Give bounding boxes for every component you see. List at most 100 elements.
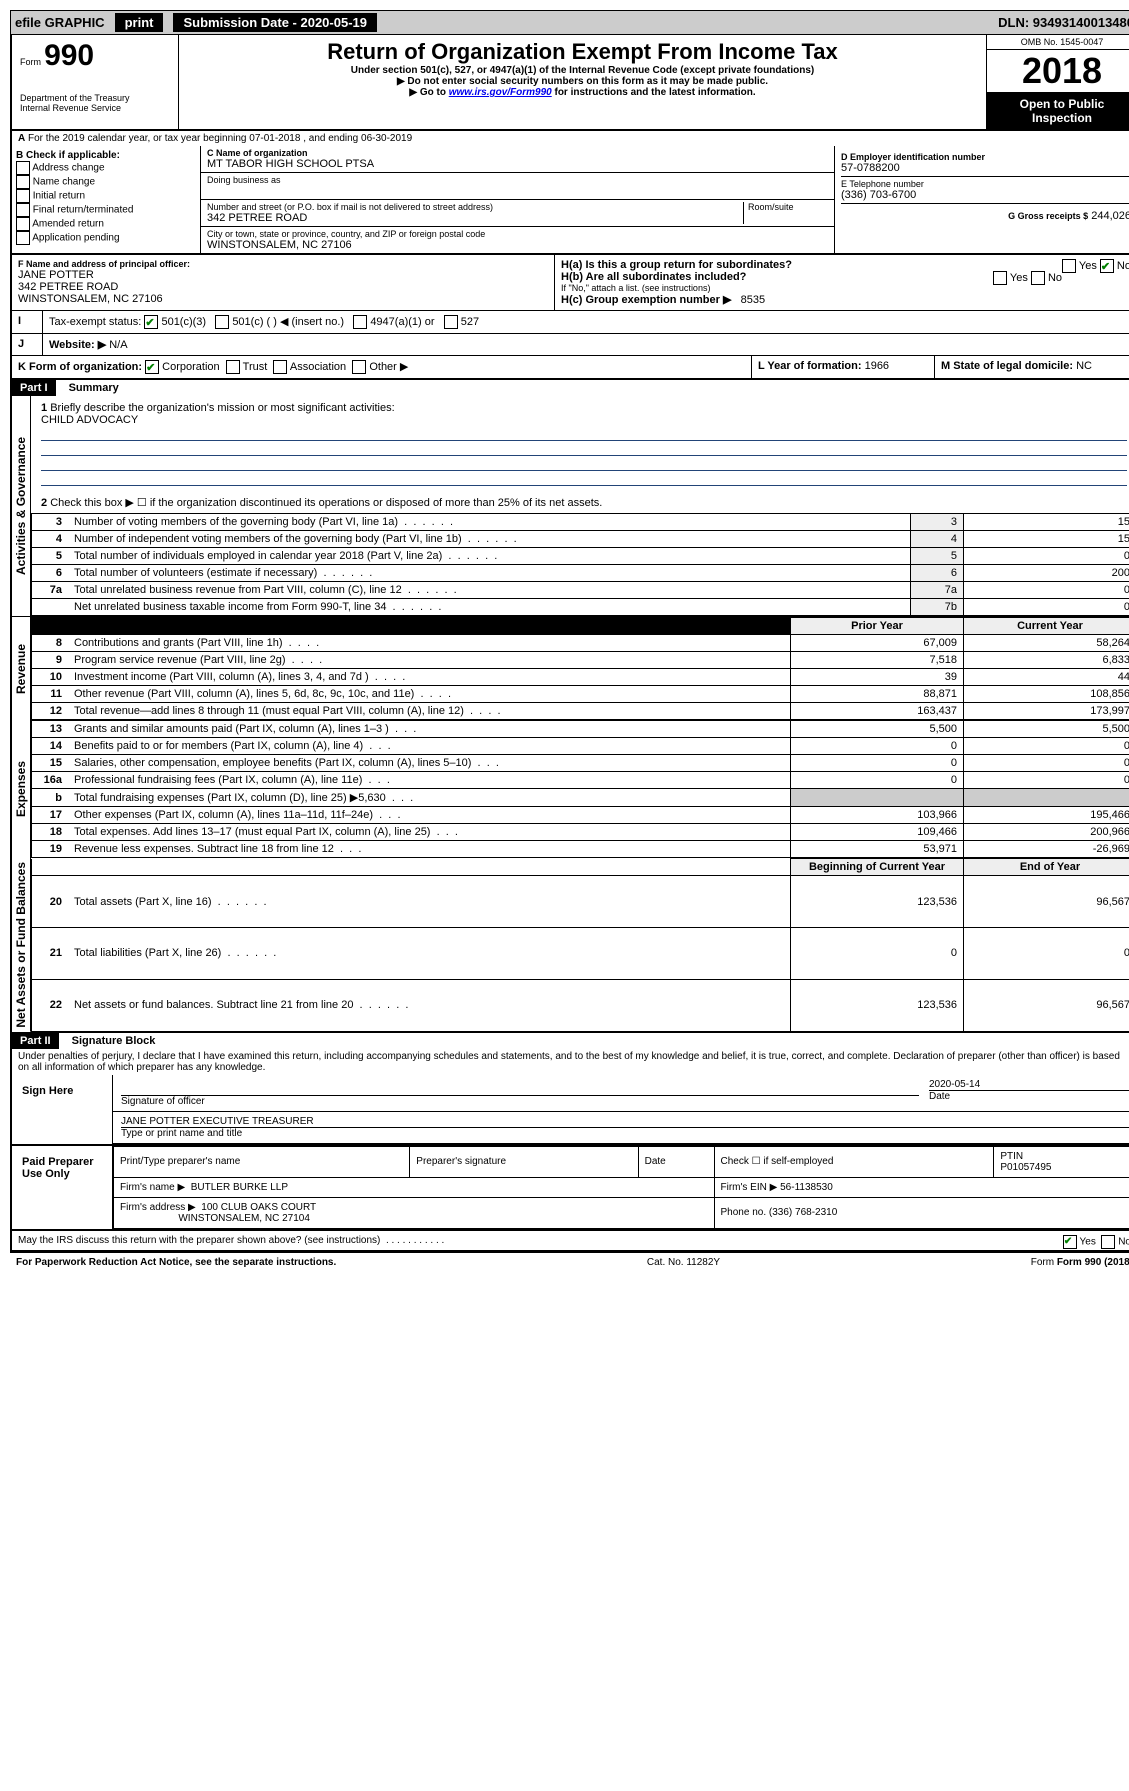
q2: Check this box ▶ ☐ if the organization d… — [50, 497, 602, 509]
phone: (336) 703-6700 — [841, 189, 1129, 201]
q1: Briefly describe the organization's miss… — [50, 402, 394, 414]
sideways-governance: Activities & Governance — [12, 396, 31, 616]
summary-revenue: Revenue Prior Year Current Year 8Contrib… — [10, 616, 1129, 720]
summary-net-assets: Net Assets or Fund Balances Beginning of… — [10, 858, 1129, 1033]
paperwork-notice: For Paperwork Reduction Act Notice, see … — [16, 1257, 336, 1268]
firm-addr1: 100 CLUB OAKS COURT — [201, 1202, 316, 1213]
prep-name-label: Print/Type preparer's name — [114, 1146, 410, 1177]
current-year-header: Current Year — [964, 618, 1129, 635]
officer-group-row: F Name and address of principal officer:… — [10, 255, 1129, 311]
box-l-label: L Year of formation: — [758, 360, 862, 372]
box-m-label: M State of legal domicile: — [941, 360, 1073, 372]
firm-phone-label: Phone no. — [721, 1207, 767, 1218]
table-row: 15Salaries, other compensation, employee… — [32, 755, 1129, 772]
expense-table: 13Grants and similar amounts paid (Part … — [31, 720, 1129, 858]
table-row: 3Number of voting members of the governi… — [32, 514, 1129, 531]
discuss-row: May the IRS discuss this return with the… — [10, 1231, 1129, 1252]
discuss-yes[interactable]: ✔ — [1063, 1235, 1077, 1249]
website-value: N/A — [109, 339, 127, 351]
table-row: 8Contributions and grants (Part VIII, li… — [32, 635, 1129, 652]
tax-year-range: For the 2019 calendar year, or tax year … — [28, 133, 412, 144]
omb-number: OMB No. 1545-0047 — [987, 35, 1129, 49]
state-domicile: NC — [1076, 360, 1092, 372]
end-year-header: End of Year — [964, 859, 1129, 876]
street: 342 PETREE ROAD — [207, 212, 743, 224]
form-word: Form — [20, 57, 41, 67]
form-number: 990 — [44, 39, 94, 72]
firm-addr-label: Firm's address ▶ — [120, 1202, 196, 1213]
sig-date: 2020-05-14 — [929, 1079, 1129, 1090]
sign-here-label: Sign Here — [12, 1075, 113, 1144]
goto-instructions: ▶ Go to www.irs.gov/Form990 for instruct… — [189, 87, 976, 98]
efile-label: efile GRAPHIC — [15, 15, 105, 30]
firm-name-label: Firm's name ▶ — [120, 1182, 185, 1193]
room-label: Room/suite — [743, 202, 828, 224]
open-public-badge: Open to Public Inspection — [987, 93, 1129, 129]
check-corp[interactable]: ✔ — [145, 360, 159, 374]
footer: For Paperwork Reduction Act Notice, see … — [10, 1252, 1129, 1272]
org-name: MT TABOR HIGH SCHOOL PTSA — [207, 158, 828, 170]
table-row: 10Investment income (Part VIII, column (… — [32, 669, 1129, 686]
form-number-box: Form 990 Department of the Treasury Inte… — [12, 35, 179, 129]
check-initial-return[interactable]: Initial return — [16, 189, 196, 203]
part1-header: Part I — [12, 380, 56, 396]
org-info-block: B Check if applicable: Address change Na… — [10, 146, 1129, 255]
ptin: P01057495 — [1000, 1162, 1051, 1173]
street-label: Number and street (or P.O. box if mail i… — [207, 202, 743, 212]
box-b: B Check if applicable: Address change Na… — [12, 146, 201, 253]
gross-label: G Gross receipts $ — [1008, 211, 1088, 221]
check-self-employed[interactable]: Check ☐ if self-employed — [714, 1146, 994, 1177]
summary-expenses: Expenses 13Grants and similar amounts pa… — [10, 720, 1129, 858]
table-row: 4Number of independent voting members of… — [32, 531, 1129, 548]
hb-label: H(b) Are all subordinates included? — [561, 271, 746, 283]
prep-date-label: Date — [638, 1146, 714, 1177]
line-a: A For the 2019 calendar year, or tax yea… — [10, 131, 1129, 146]
print-button[interactable]: print — [115, 13, 164, 32]
table-row: Net unrelated business taxable income fr… — [32, 599, 1129, 616]
box-d: D Employer identification number 57-0788… — [835, 146, 1129, 253]
form-footer: Form Form 990 (2018) — [1031, 1257, 1129, 1268]
sig-officer-label: Signature of officer — [121, 1096, 205, 1107]
gross-receipts: 244,026 — [1091, 210, 1129, 222]
check-address-change[interactable]: Address change — [16, 161, 196, 175]
officer-name: JANE POTTER — [18, 269, 548, 281]
form-title-row: Form 990 Department of the Treasury Inte… — [10, 35, 1129, 131]
tax-status-row: I Tax-exempt status: ✔ 501(c)(3) 501(c) … — [10, 311, 1129, 334]
omb-box: OMB No. 1545-0047 2018 Open to Public In… — [986, 35, 1129, 129]
table-row: 16aProfessional fundraising fees (Part I… — [32, 772, 1129, 789]
name-title-label: Type or print name and title — [121, 1127, 1129, 1139]
discuss-no[interactable] — [1101, 1235, 1115, 1249]
submission-date: Submission Date - 2020-05-19 — [173, 13, 377, 32]
officer-street: 342 PETREE ROAD — [18, 281, 548, 293]
irs-link[interactable]: www.irs.gov/Form990 — [449, 87, 552, 98]
officer-city: WINSTONSALEM, NC 27106 — [18, 293, 548, 305]
firm-addr2: WINSTONSALEM, NC 27104 — [178, 1213, 310, 1224]
year-formation: 1966 — [865, 360, 889, 372]
check-amended[interactable]: Amended return — [16, 217, 196, 231]
check-name-change[interactable]: Name change — [16, 175, 196, 189]
table-row: 18Total expenses. Add lines 13–17 (must … — [32, 824, 1129, 841]
prior-year-header: Prior Year — [791, 618, 964, 635]
box-h: H(a) Is this a group return for subordin… — [555, 255, 1129, 310]
efile-header-bar: efile GRAPHIC print Submission Date - 20… — [10, 10, 1129, 35]
part2-title: Signature Block — [62, 1035, 156, 1047]
check-final-return[interactable]: Final return/terminated — [16, 203, 196, 217]
officer-label: F Name and address of principal officer: — [18, 259, 548, 269]
website-row: J Website: ▶ N/A — [10, 334, 1129, 356]
table-row: 12Total revenue—add lines 8 through 11 (… — [32, 703, 1129, 720]
sideways-expenses: Expenses — [12, 720, 31, 858]
cat-no: Cat. No. 11282Y — [647, 1257, 720, 1268]
check-501c3[interactable]: ✔ — [144, 315, 158, 329]
table-row: 20Total assets (Part X, line 16) . . . .… — [32, 876, 1129, 928]
table-row: 21Total liabilities (Part X, line 26) . … — [32, 928, 1129, 980]
check-app-pending[interactable]: Application pending — [16, 231, 196, 245]
ein-label: D Employer identification number — [841, 152, 1129, 162]
sideways-revenue: Revenue — [12, 617, 31, 720]
net-assets-table: Beginning of Current Year End of Year 20… — [31, 858, 1129, 1032]
table-row: 14Benefits paid to or for members (Part … — [32, 738, 1129, 755]
dba-label: Doing business as — [207, 175, 828, 185]
form-subtitle: Under section 501(c), 527, or 4947(a)(1)… — [189, 65, 976, 76]
table-row: 19Revenue less expenses. Subtract line 1… — [32, 841, 1129, 858]
org-name-label: C Name of organization — [207, 148, 828, 158]
officer-print-name: JANE POTTER EXECUTIVE TREASURER — [121, 1116, 1129, 1127]
